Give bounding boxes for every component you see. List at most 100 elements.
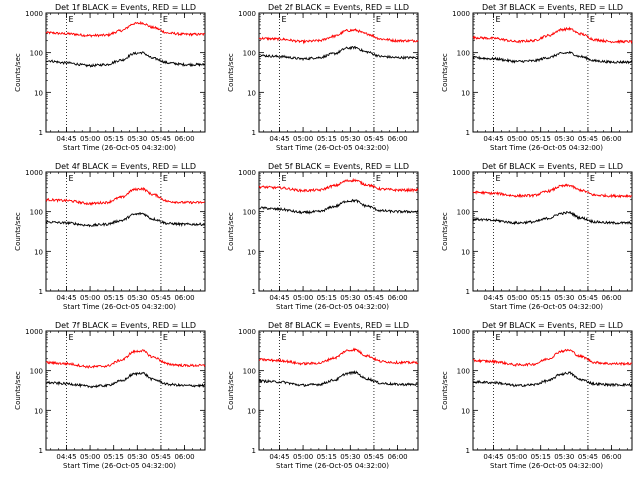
x-tick-label: 06:00	[174, 135, 194, 143]
y-axis-label: Counts/sec	[441, 371, 449, 410]
marker-label: E	[495, 174, 500, 183]
series-line-lld	[258, 177, 419, 193]
series-line-lld	[472, 348, 633, 368]
chart-panel-6: Det 6f BLACK = Events, RED = LLD 1 10 100 10…	[441, 162, 633, 311]
y-tick-label: 100	[30, 209, 43, 217]
x-tick-label: 06:00	[387, 294, 407, 302]
y-tick-label: 1	[252, 447, 256, 455]
x-axis-label: Start Time (26-Oct-05 04:32:00)	[63, 144, 176, 152]
series-line-lld	[258, 347, 419, 366]
x-tick-label: 04:45	[56, 294, 76, 302]
x-tick-label: 05:45	[364, 135, 384, 143]
y-axis-label: Counts/sec	[441, 53, 449, 92]
x-tick-label: 05:30	[554, 294, 574, 302]
chart-title: Det 8f BLACK = Events, RED = LLD	[268, 321, 409, 330]
chart-panel-1: Det 1f BLACK = Events, RED = LLD 1 10 100 10…	[14, 3, 206, 152]
chart-panel-3: Det 3f BLACK = Events, RED = LLD 1 10 100 10…	[441, 3, 633, 152]
series-line-lld	[472, 26, 633, 45]
chart-title: Det 6f BLACK = Events, RED = LLD	[482, 162, 623, 171]
series-line-lld	[45, 20, 206, 38]
y-tick-label: 1	[466, 129, 470, 137]
x-tick-label: 05:45	[151, 135, 171, 143]
marker-label: E	[590, 174, 595, 183]
y-tick-label: 10	[247, 89, 256, 97]
y-tick-label: 1000	[238, 328, 256, 336]
series-line-events	[472, 371, 633, 388]
x-tick-label: 05:45	[151, 453, 171, 461]
x-tick-label: 04:45	[269, 135, 289, 143]
y-tick-label: 1000	[238, 169, 256, 177]
marker-label: E	[590, 333, 595, 342]
y-tick-label: 100	[243, 368, 256, 376]
y-tick-label: 100	[457, 50, 470, 58]
marker-label: E	[68, 174, 73, 183]
x-axis-label: Start Time (26-Oct-05 04:32:00)	[63, 462, 176, 470]
x-tick-label: 06:00	[174, 294, 194, 302]
y-axis-label: Counts/sec	[227, 53, 235, 92]
x-tick-label: 04:45	[269, 453, 289, 461]
x-tick-label: 05:30	[554, 135, 574, 143]
x-tick-label: 05:45	[578, 135, 598, 143]
x-tick-label: 05:00	[80, 135, 100, 143]
x-tick-label: 05:45	[364, 294, 384, 302]
x-tick-label: 06:00	[601, 135, 621, 143]
y-tick-label: 1	[466, 288, 470, 296]
y-tick-label: 100	[457, 209, 470, 217]
marker-label: E	[376, 15, 381, 24]
x-axis-label: Start Time (26-Oct-05 04:32:00)	[276, 144, 389, 152]
x-tick-label: 05:30	[127, 453, 147, 461]
series-line-lld	[45, 349, 206, 369]
marker-label: E	[68, 15, 73, 24]
x-tick-label: 05:30	[340, 135, 360, 143]
plot-frame	[45, 330, 206, 451]
y-axis-label: Counts/sec	[227, 371, 235, 410]
chart-title: Det 9f BLACK = Events, RED = LLD	[482, 321, 623, 330]
x-tick-label: 05:45	[364, 453, 384, 461]
plot-frame	[258, 12, 419, 133]
plot-frame	[258, 330, 419, 451]
plot-frame	[472, 330, 633, 451]
y-tick-label: 1	[39, 288, 43, 296]
y-axis-label: Counts/sec	[227, 212, 235, 251]
x-tick-label: 05:00	[80, 294, 100, 302]
x-tick-label: 05:00	[507, 294, 527, 302]
y-tick-label: 1000	[25, 169, 43, 177]
x-tick-label: 05:00	[507, 453, 527, 461]
plot-frame	[472, 12, 633, 133]
series-line-lld	[258, 28, 419, 45]
x-tick-label: 05:15	[317, 294, 337, 302]
x-tick-label: 05:15	[104, 294, 124, 302]
chart-panel-8: Det 8f BLACK = Events, RED = LLD 1 10 100 10…	[227, 321, 419, 470]
chart-title: Det 5f BLACK = Events, RED = LLD	[268, 162, 409, 171]
x-tick-label: 05:00	[293, 453, 313, 461]
x-tick-label: 06:00	[601, 453, 621, 461]
x-tick-label: 04:45	[483, 135, 503, 143]
chart-panel-2: Det 2f BLACK = Events, RED = LLD 1 10 100 10…	[227, 3, 419, 152]
series-line-events	[45, 371, 206, 389]
x-tick-label: 05:15	[317, 453, 337, 461]
x-tick-label: 04:45	[483, 453, 503, 461]
x-tick-label: 05:30	[127, 135, 147, 143]
series-line-events	[45, 212, 206, 228]
series-line-events	[45, 51, 206, 68]
y-tick-label: 1000	[452, 169, 470, 177]
x-tick-label: 05:15	[104, 453, 124, 461]
x-tick-label: 05:00	[293, 135, 313, 143]
y-tick-label: 10	[461, 89, 470, 97]
marker-label: E	[376, 333, 381, 342]
x-tick-label: 05:00	[507, 135, 527, 143]
x-axis-label: Start Time (26-Oct-05 04:32:00)	[63, 303, 176, 311]
marker-label: E	[163, 333, 168, 342]
y-tick-label: 1	[252, 129, 256, 137]
y-tick-label: 1	[466, 447, 470, 455]
x-tick-label: 06:00	[174, 453, 194, 461]
x-tick-label: 05:15	[531, 135, 551, 143]
marker-label: E	[281, 15, 286, 24]
series-line-events	[258, 369, 419, 387]
x-tick-label: 05:30	[340, 294, 360, 302]
y-axis-label: Counts/sec	[14, 53, 22, 92]
x-tick-label: 05:45	[578, 453, 598, 461]
plot-frame	[45, 171, 206, 292]
y-axis-label: Counts/sec	[14, 212, 22, 251]
